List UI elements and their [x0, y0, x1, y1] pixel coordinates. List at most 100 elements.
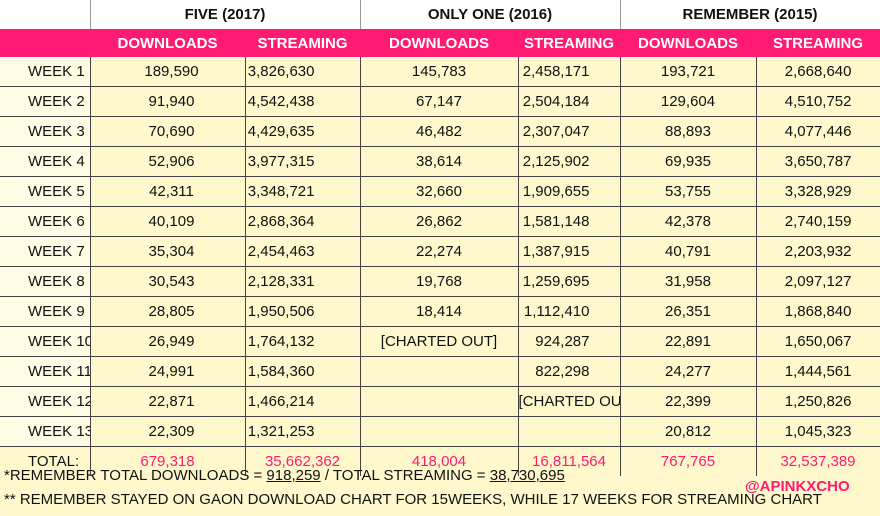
table-cell: 189,590: [90, 57, 246, 87]
table-cell: 1,584,360: [245, 356, 361, 387]
column-header: DOWNLOADS: [90, 29, 245, 57]
table-cell: 2,504,184: [518, 86, 621, 117]
column-header: DOWNLOADS: [360, 29, 518, 57]
table-row: WEEK 8 30,543 2,128,331 19,768 1,259,695 31,9…: [0, 266, 880, 297]
table-cell: 1,250,826: [756, 386, 880, 417]
column-header: STREAMING: [756, 29, 880, 57]
week-label: WEEK 12: [0, 386, 91, 417]
table-cell: 24,277: [620, 356, 757, 387]
table-cell: 2,097,127: [756, 266, 880, 297]
week-label: WEEK 2: [0, 86, 91, 117]
table-cell: 2,740,159: [756, 206, 880, 237]
group-header-row: FIVE (2017) ONLY ONE (2016) REMEMBER (20…: [0, 0, 880, 29]
table-cell: 129,604: [620, 86, 757, 117]
week-label: WEEK 4: [0, 146, 91, 177]
table-cell: 40,109: [90, 206, 246, 237]
table-cell: 26,862: [360, 206, 519, 237]
week-label: WEEK 7: [0, 236, 91, 267]
table-cell: 1,112,410: [518, 296, 621, 327]
table-row: WEEK 2 91,940 4,542,438 67,147 2,504,184 129,…: [0, 86, 880, 117]
table-cell: 1,581,148: [518, 206, 621, 237]
table-cell: 26,351: [620, 296, 757, 327]
table-cell: [CHARTED OUT]: [360, 326, 519, 357]
table-row: WEEK 1 189,590 3,826,630 145,783 2,458,171 19…: [0, 57, 880, 87]
table-row: WEEK 10 26,949 1,764,132 [CHARTED OUT] 924,2…: [0, 326, 880, 357]
week-label: WEEK 11: [0, 356, 91, 387]
footnote-total-streaming: 38,730,695: [489, 467, 565, 484]
total-cell: 679,318: [90, 446, 246, 476]
table-row: WEEK 13 22,309 1,321,253 20,812 1,045,323: [0, 416, 880, 447]
table-row: WEEK 9 28,805 1,950,506 18,414 1,112,410 26,3…: [0, 296, 880, 327]
table-cell: 1,045,323: [756, 416, 880, 447]
table-row: WEEK 6 40,109 2,868,364 26,862 1,581,148 42,3…: [0, 206, 880, 237]
total-cell: 35,662,362: [245, 446, 361, 476]
column-header: DOWNLOADS: [620, 29, 756, 57]
table-cell: 1,387,915: [518, 236, 621, 267]
table-cell: 19,768: [360, 266, 519, 297]
footnote-prefix: *REMEMBER TOTAL DOWNLOADS =: [4, 467, 267, 484]
group-header-blank: [0, 0, 91, 29]
total-label: TOTAL:: [0, 446, 91, 476]
table-cell: 26,949: [90, 326, 246, 357]
footnote-mid: / TOTAL STREAMING =: [320, 467, 490, 484]
table-cell: 53,755: [620, 176, 757, 207]
table-cell: 69,935: [620, 146, 757, 177]
table-cell: 20,812: [620, 416, 757, 447]
table-cell: 193,721: [620, 57, 757, 87]
week-label: WEEK 6: [0, 206, 91, 237]
table-cell: [518, 416, 621, 447]
table-cell: 42,311: [90, 176, 246, 207]
group-header-five: FIVE (2017): [90, 0, 361, 29]
table-cell: 24,991: [90, 356, 246, 387]
week-label: WEEK 1: [0, 57, 91, 87]
table-cell: 1,259,695: [518, 266, 621, 297]
streaming-stats-table: FIVE (2017) ONLY ONE (2016) REMEMBER (20…: [0, 0, 880, 476]
table-row: WEEK 11 24,991 1,584,360 822,298 24,277 1,444…: [0, 356, 880, 387]
table-cell: 1,444,561: [756, 356, 880, 387]
week-label: WEEK 3: [0, 116, 91, 147]
footnotes: *REMEMBER TOTAL DOWNLOADS = 918,259 / TO…: [4, 464, 880, 512]
table-cell: 3,650,787: [756, 146, 880, 177]
table-cell: 1,909,655: [518, 176, 621, 207]
table-cell: 2,668,640: [756, 57, 880, 87]
total-cell: 16,811,564: [518, 446, 621, 476]
table-cell: 22,309: [90, 416, 246, 447]
table-row: WEEK 5 42,311 3,348,721 32,660 1,909,655 53,7…: [0, 176, 880, 207]
table-cell: 52,906: [90, 146, 246, 177]
table-cell: 4,429,635: [245, 116, 361, 147]
table-cell: 1,868,840: [756, 296, 880, 327]
group-header-only-one: ONLY ONE (2016): [360, 0, 621, 29]
table-cell: 70,690: [90, 116, 246, 147]
footnote-total-downloads: 918,259: [266, 467, 321, 484]
table-cell: 1,466,214: [245, 386, 361, 417]
table-cell: 18,414: [360, 296, 519, 327]
table-cell: 40,791: [620, 236, 757, 267]
table-cell: 145,783: [360, 57, 519, 87]
total-cell: 418,004: [360, 446, 519, 476]
week-label: WEEK 10: [0, 326, 91, 357]
footnote-chart-weeks: ** REMEMBER STAYED ON GAON DOWNLOAD CHAR…: [4, 491, 822, 508]
table-cell: 22,871: [90, 386, 246, 417]
table-cell: 31,958: [620, 266, 757, 297]
table-cell: 22,399: [620, 386, 757, 417]
group-header-remember: REMEMBER (2015): [620, 0, 880, 29]
table-cell: [360, 356, 519, 387]
table-cell: 2,458,171: [518, 57, 621, 87]
table-cell: 3,328,929: [756, 176, 880, 207]
author-handle: @APINKXCHO: [745, 478, 850, 495]
total-cell: 767,765: [620, 446, 757, 476]
table-cell: 30,543: [90, 266, 246, 297]
week-label: WEEK 5: [0, 176, 91, 207]
table-cell: 91,940: [90, 86, 246, 117]
week-label: WEEK 13: [0, 416, 91, 447]
table-row: WEEK 7 35,304 2,454,463 22,274 1,387,915 40,7…: [0, 236, 880, 267]
table-cell: 822,298: [518, 356, 621, 387]
total-cell: 32,537,389: [756, 446, 880, 476]
table-cell: 4,510,752: [756, 86, 880, 117]
table-cell: 42,378: [620, 206, 757, 237]
table-cell: 2,868,364: [245, 206, 361, 237]
table-cell: 28,805: [90, 296, 246, 327]
table-cell: 2,307,047: [518, 116, 621, 147]
table-cell: [360, 416, 519, 447]
